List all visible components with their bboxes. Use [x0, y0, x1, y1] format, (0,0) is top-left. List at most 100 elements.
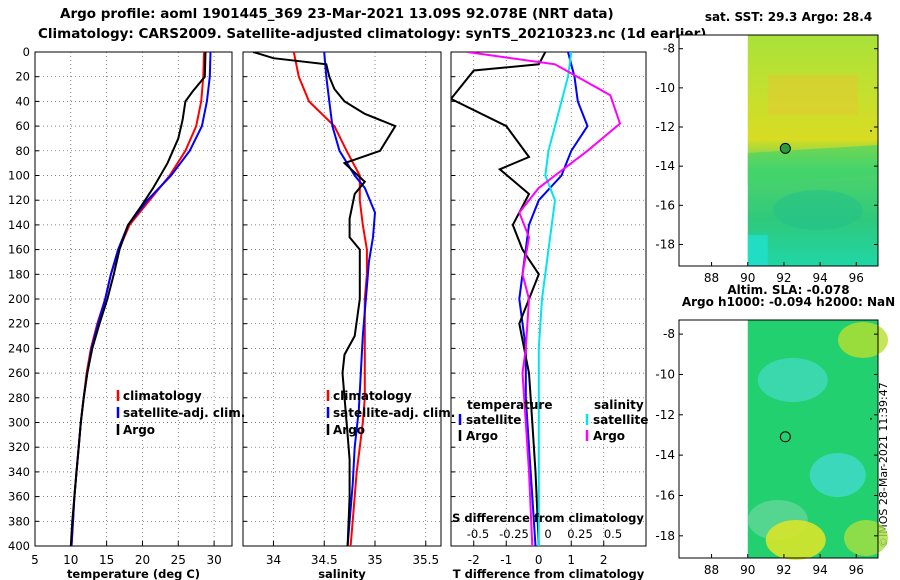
x-tick-label: 15	[99, 553, 114, 567]
legend-label: Argo	[593, 429, 625, 443]
chart-title-line-2: Climatology: CARS2009. Satellite-adjuste…	[38, 26, 707, 42]
legend-label: Argo	[333, 423, 365, 437]
sla-low-1	[757, 358, 828, 402]
legend-heading-salinity: salinity	[594, 398, 644, 412]
map-frame	[678, 34, 879, 267]
map-x-tick-label: 88	[704, 271, 719, 285]
x-tick-label: 34.5	[311, 553, 338, 567]
map-x-tick-label: 96	[849, 271, 864, 285]
island-dot	[870, 130, 872, 132]
sla-high-3	[844, 520, 888, 556]
legend-label: satellite	[466, 413, 521, 427]
legend-label: Argo	[466, 429, 498, 443]
map-x-tick-label: 88	[704, 563, 719, 577]
x-tick-label: 30	[206, 553, 221, 567]
y-tick-label: 240	[8, 341, 30, 355]
y-tick-label: 300	[8, 416, 30, 430]
y-tick-label: 80	[15, 144, 30, 158]
sla-high-2	[765, 520, 826, 560]
series-line-salinity-argo	[467, 52, 622, 546]
y-tick-label: 220	[8, 317, 30, 331]
legend-heading-temperature: temperature	[467, 398, 552, 412]
map-x-tick-label: 90	[740, 271, 755, 285]
y-tick-label: 60	[15, 119, 30, 133]
map-title: Argo h1000: -0.094 h2000: NaN	[682, 295, 895, 309]
x-tick-label: -2	[468, 553, 480, 567]
series-line-satellite-adj-clim-	[323, 52, 377, 546]
x-tick-label: 10	[63, 553, 78, 567]
map-x-tick-label: 94	[812, 563, 827, 577]
x-tick-label: 5	[31, 553, 39, 567]
y-tick-label: 400	[8, 539, 30, 553]
series-group	[252, 52, 397, 546]
y-tick-label: 280	[8, 391, 30, 405]
legend-label: satellite	[593, 413, 648, 427]
x-axis-label: salinity	[318, 567, 366, 580]
map-y-tick-label: -8	[663, 327, 675, 341]
legend-label: satellite-adj. clim.	[123, 406, 245, 420]
map-frame	[678, 319, 879, 559]
salinity-diff-tick-label: -0.5	[467, 527, 489, 541]
map-y-tick-label: -12	[655, 120, 675, 134]
salinity-diff-tick-label: 0.5	[604, 527, 622, 541]
argo-position-marker	[779, 142, 791, 154]
map-x-tick-label: 92	[776, 271, 791, 285]
map-x-tick-label: 90	[740, 563, 755, 577]
map-title: sat. SST: 29.3 Argo: 28.4	[705, 10, 872, 24]
series-group	[69, 52, 212, 546]
x-tick-label: 35.5	[412, 553, 439, 567]
map-y-tick-label: -12	[655, 408, 675, 422]
series-line-salinity-satellite	[537, 52, 573, 546]
series-group	[451, 52, 622, 546]
panel-salinity: 34 34.5 35 35.5 salinity climatology satellite…	[242, 51, 455, 580]
map-y-tick-label: -10	[655, 81, 675, 95]
map-y-tick-label: -18	[655, 237, 675, 251]
argo-position-marker	[779, 431, 791, 443]
x-tick-label: 2	[600, 553, 608, 567]
y-tick-label: 100	[8, 169, 30, 183]
y-tick-label: 20	[15, 70, 30, 84]
panel-difference: -2 -1 0 1 2T difference from climatology temp…	[450, 51, 648, 580]
y-tick-label: 140	[8, 218, 30, 232]
map-sst: 88 90 92 94 96 -8 -10 -12 -14 -16 -18 sat. SST: 29.…	[655, 10, 879, 285]
map-y-tick-label: -18	[655, 529, 675, 543]
y-tick-label: 360	[8, 490, 30, 504]
map-title-secondary: Altim. SLA: -0.078	[727, 283, 849, 297]
x-tick-label: 35	[367, 553, 382, 567]
series-line-satellite-adj-clim-	[70, 52, 212, 546]
y-tick-label: 380	[8, 514, 30, 528]
y-tick-label: 0	[23, 45, 30, 59]
map-sla: 88 90 92 94 96 -8 -10 -12 -14 -16 -18 Argo h1000: -…	[655, 283, 895, 577]
y-tick-label: 200	[8, 292, 30, 306]
map-y-tick-label: -16	[655, 198, 675, 212]
y-tick-label: 40	[15, 94, 30, 108]
chart-title-line-1: Argo profile: aoml 1901445_369 23-Mar-20…	[60, 6, 614, 22]
map-x-tick-label: 96	[849, 563, 864, 577]
sla-high-1	[838, 322, 888, 358]
legend-label: Argo	[123, 423, 155, 437]
sst-front	[747, 145, 878, 185]
map-y-tick-label: -8	[663, 42, 675, 56]
x-tick-label: -1	[500, 553, 512, 567]
sst-cool-patch	[747, 235, 768, 266]
map-x-tick-label: 92	[776, 563, 791, 577]
x-tick-label: 0	[535, 553, 543, 567]
salinity-diff-tick-label: 0	[544, 527, 551, 541]
series-line-temperature-satellite	[518, 52, 589, 546]
y-tick-label: 160	[8, 243, 30, 257]
sst-cool-eddy	[772, 190, 863, 230]
x-tick-label: 25	[171, 553, 186, 567]
y-tick-label: 260	[8, 366, 30, 380]
sst-warm-patch	[767, 75, 858, 115]
x-tick-label: 34	[266, 553, 281, 567]
island-dot	[870, 417, 872, 420]
legend-label: climatology	[123, 389, 202, 403]
series-line-climatology	[292, 52, 368, 546]
x-axis-label: temperature (deg C)	[67, 567, 200, 580]
sla-low-2	[809, 453, 866, 497]
x-tick-label: 20	[135, 553, 150, 567]
y-tick-label: 340	[8, 465, 30, 479]
y-tick-label: 120	[8, 193, 30, 207]
salinity-diff-tick-label: 0.25	[567, 527, 593, 541]
